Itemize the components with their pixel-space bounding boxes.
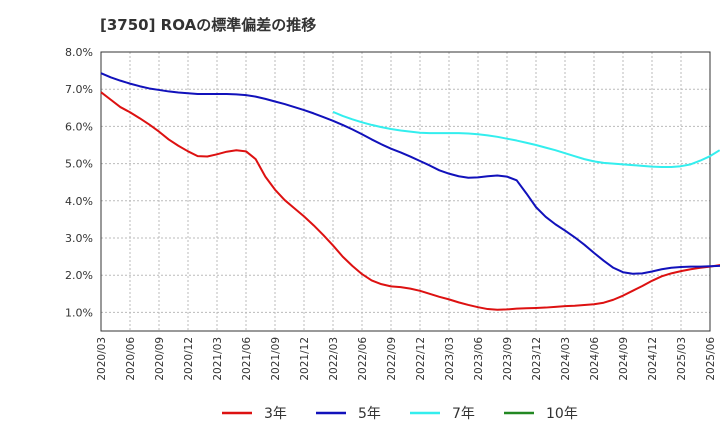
legend-label: 3年 bbox=[264, 406, 287, 422]
series-line-3年 bbox=[100, 91, 720, 311]
x-tick-label: 2023/09 bbox=[502, 337, 514, 381]
x-tick-label: 2022/09 bbox=[386, 337, 398, 381]
x-tick-label: 2021/06 bbox=[241, 337, 253, 381]
y-tick-label: 5.0% bbox=[65, 158, 93, 171]
y-tick-label: 6.0% bbox=[65, 120, 93, 133]
x-tick-label: 2025/06 bbox=[705, 337, 717, 381]
y-tick-label: 3.0% bbox=[65, 232, 93, 245]
grid-lines bbox=[100, 51, 711, 331]
x-tick-label: 2025/03 bbox=[676, 337, 688, 381]
x-tick-label: 2022/03 bbox=[328, 337, 340, 381]
x-tick-label: 2022/06 bbox=[357, 337, 369, 381]
y-tick-label: 8.0% bbox=[65, 46, 93, 59]
x-tick-label: 2023/06 bbox=[473, 337, 485, 381]
legend-label: 7年 bbox=[452, 406, 475, 422]
x-tick-label: 2024/12 bbox=[647, 337, 659, 381]
series-line-7年 bbox=[332, 110, 720, 168]
x-tick-label: 2024/06 bbox=[589, 337, 601, 381]
y-tick-label: 7.0% bbox=[65, 83, 93, 96]
x-tick-label: 2024/03 bbox=[560, 337, 572, 381]
x-tick-label: 2024/09 bbox=[618, 337, 630, 381]
y-tick-label: 4.0% bbox=[65, 195, 93, 208]
x-tick-label: 2020/03 bbox=[96, 337, 108, 381]
plot-area-frame bbox=[100, 51, 711, 332]
x-tick-label: 2021/03 bbox=[212, 337, 224, 381]
x-tick-label: 2022/12 bbox=[415, 337, 427, 381]
chart-title: [3750] ROAの標準偏差の推移 bbox=[100, 16, 317, 34]
x-tick-label: 2021/09 bbox=[270, 337, 282, 381]
x-tick-label: 2021/12 bbox=[299, 337, 311, 381]
y-tick-label: 1.0% bbox=[65, 306, 93, 319]
series-line-5年 bbox=[100, 72, 720, 275]
x-axis-tick-labels: 2020/03 2020/06 2020/09 2020/12 2021/03 2021/… bbox=[96, 337, 717, 381]
x-tick-label: 2020/12 bbox=[183, 337, 195, 381]
y-tick-label: 2.0% bbox=[65, 269, 93, 282]
x-tick-label: 2020/06 bbox=[125, 337, 137, 381]
series-lines bbox=[100, 72, 720, 311]
x-tick-label: 2023/12 bbox=[531, 337, 543, 381]
legend: 3年 5年 7年 10年 bbox=[222, 406, 578, 422]
legend-label: 5年 bbox=[358, 406, 381, 422]
y-axis-tick-labels: 1.0% 2.0% 3.0% 4.0% 5.0% 6.0% 7.0% 8.0% bbox=[65, 46, 93, 319]
legend-label: 10年 bbox=[546, 406, 578, 422]
x-tick-label: 2023/03 bbox=[444, 337, 456, 381]
x-tick-label: 2020/09 bbox=[154, 337, 166, 381]
